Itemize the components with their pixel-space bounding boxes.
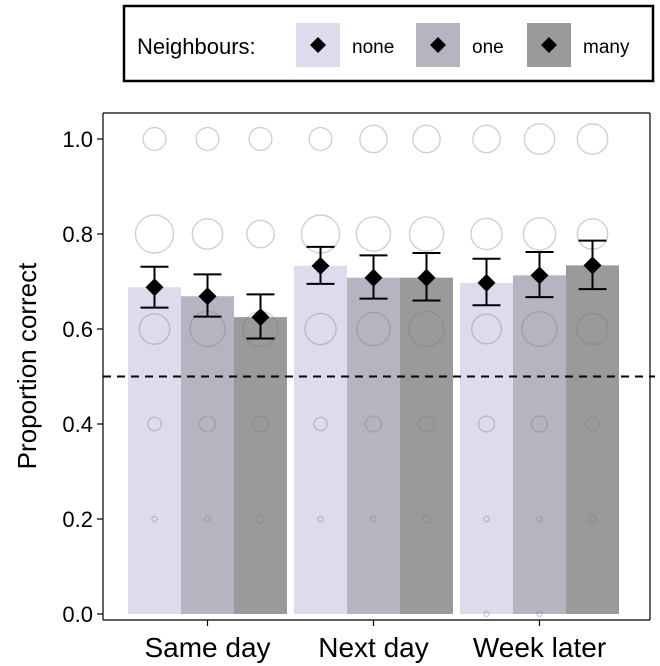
mean-marker [198, 287, 217, 306]
response-circle [483, 515, 490, 523]
response-circle [408, 310, 445, 348]
bar-none-2 [460, 282, 513, 614]
response-circle [147, 416, 162, 432]
bar-many-0 [234, 317, 287, 614]
response-circle [308, 126, 333, 152]
mean-marker [364, 268, 383, 287]
mean-marker [251, 308, 270, 327]
legend-marker [310, 37, 326, 53]
response-circle [251, 415, 270, 433]
response-circle [585, 416, 600, 432]
response-circle [191, 218, 224, 250]
y-tick-label: 0.4 [62, 412, 93, 437]
response-circle [408, 216, 445, 252]
y-tick-label: 1.0 [62, 127, 93, 152]
response-circle [151, 515, 158, 523]
mean-marker [417, 268, 436, 287]
mean-marker [311, 256, 330, 275]
mean-marker [145, 278, 164, 297]
response-circle [522, 217, 557, 251]
response-circle [483, 610, 490, 618]
response-circle [359, 124, 388, 154]
bar-none-0 [128, 287, 181, 614]
response-circle [248, 126, 273, 152]
legend-label-one: one [472, 37, 504, 58]
response-circle [304, 312, 337, 346]
legend-marker [430, 37, 446, 53]
response-circle [477, 415, 496, 433]
response-circle [195, 126, 220, 152]
y-tick-label: 0.8 [62, 222, 93, 247]
response-circle [521, 310, 558, 348]
response-circle [142, 126, 167, 152]
mean-marker [530, 266, 549, 285]
bar-one-1 [347, 277, 400, 614]
legend: Neighbours: none one many [122, 4, 655, 83]
response-circle [536, 610, 543, 618]
x-tick-label: Next day [318, 632, 429, 663]
response-circle [370, 515, 377, 523]
mean-marker [477, 273, 496, 292]
response-circle [355, 216, 392, 252]
response-circle [204, 515, 211, 523]
response-circle [138, 313, 171, 345]
mean-marker [583, 256, 602, 275]
response-circle [576, 123, 609, 155]
response-circle [470, 217, 503, 251]
response-circle [198, 415, 217, 433]
y-tick-label: 0.2 [62, 507, 93, 532]
legend-label-none: none [352, 37, 394, 58]
bar-many-2 [566, 265, 619, 614]
legend-title: Neighbours: [137, 34, 256, 59]
response-circle [356, 311, 391, 347]
legend-marker [541, 37, 557, 53]
response-circle [472, 124, 501, 154]
bar-one-2 [513, 275, 566, 614]
y-tick-label: 0.6 [62, 317, 93, 342]
bar-none-1 [294, 265, 347, 614]
legend-label-many: many [583, 37, 630, 58]
response-circle [470, 313, 503, 345]
x-tick-label: Week later [473, 632, 606, 663]
y-axis-label: Proportion correct [12, 262, 42, 469]
bar-one-0 [181, 296, 234, 614]
response-circle [364, 415, 383, 433]
y-tick-label: 0.0 [62, 602, 93, 627]
response-circle [412, 124, 441, 154]
response-circle [576, 312, 609, 346]
response-circle [134, 214, 175, 254]
response-circle [536, 515, 543, 523]
response-circle [417, 415, 436, 433]
bar-many-1 [400, 277, 453, 614]
response-circle [588, 514, 598, 524]
response-circle [313, 416, 328, 432]
response-circle [246, 219, 275, 249]
response-circle [530, 415, 549, 433]
response-circle [523, 123, 556, 155]
response-circle [422, 514, 432, 524]
response-circle [317, 515, 324, 523]
x-tick-label: Same day [144, 632, 270, 663]
response-circle [256, 514, 266, 524]
